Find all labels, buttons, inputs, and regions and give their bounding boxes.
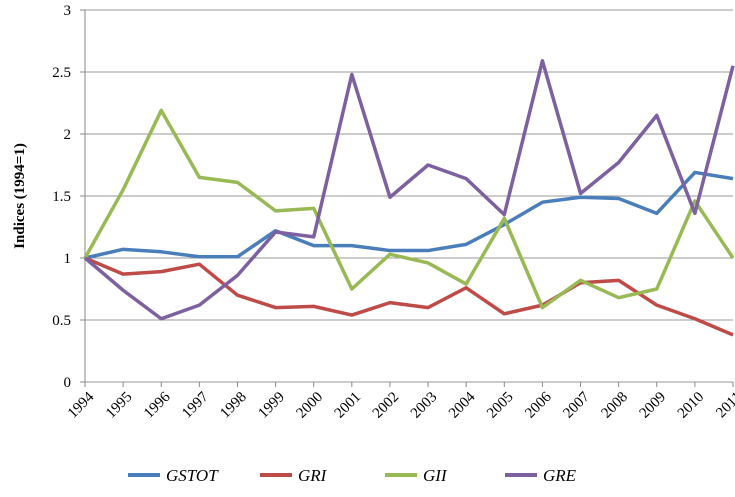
y-tick-label: 0.5 xyxy=(52,313,71,329)
x-tick-label: 2010 xyxy=(675,389,708,422)
y-tick-label: 3 xyxy=(64,3,72,19)
x-tick-label: 2003 xyxy=(408,389,441,422)
legend-label: GRI xyxy=(298,466,328,485)
x-tick-label: 2001 xyxy=(332,389,365,422)
x-tick-label: 2009 xyxy=(637,389,670,422)
series-line xyxy=(84,256,734,337)
x-tick-label: 1994 xyxy=(65,389,98,422)
y-axis-label: Indices (1994=1) xyxy=(12,143,28,249)
legend-label: GRE xyxy=(543,466,577,485)
x-tick-label: 2011 xyxy=(713,389,735,421)
x-tick-label: 2005 xyxy=(484,389,517,422)
x-tick-label: 1996 xyxy=(141,389,174,422)
x-tick-label: 2007 xyxy=(560,389,593,422)
series-line xyxy=(83,108,735,310)
x-tick-label: 2008 xyxy=(598,389,631,422)
y-tick-label: 1.5 xyxy=(52,189,71,205)
y-tick-label: 2 xyxy=(64,127,72,143)
x-tick-label: 1999 xyxy=(255,389,288,422)
series-line xyxy=(84,170,734,260)
x-tick-label: 2004 xyxy=(446,389,479,422)
y-tick-label: 2.5 xyxy=(52,65,71,81)
x-tick-label: 1995 xyxy=(103,389,136,422)
y-tick-label: 1 xyxy=(64,251,72,267)
legend-label: GII xyxy=(423,466,448,485)
x-tick-label: 2002 xyxy=(370,389,403,422)
series-line xyxy=(83,59,735,321)
x-tick-label: 1998 xyxy=(217,389,250,422)
x-tick-label: 2000 xyxy=(294,389,327,422)
x-tick-label: 1997 xyxy=(179,389,212,422)
x-tick-label: 2006 xyxy=(522,389,555,422)
legend-label: GSTOT xyxy=(166,466,219,485)
y-tick-label: 0 xyxy=(64,375,72,391)
